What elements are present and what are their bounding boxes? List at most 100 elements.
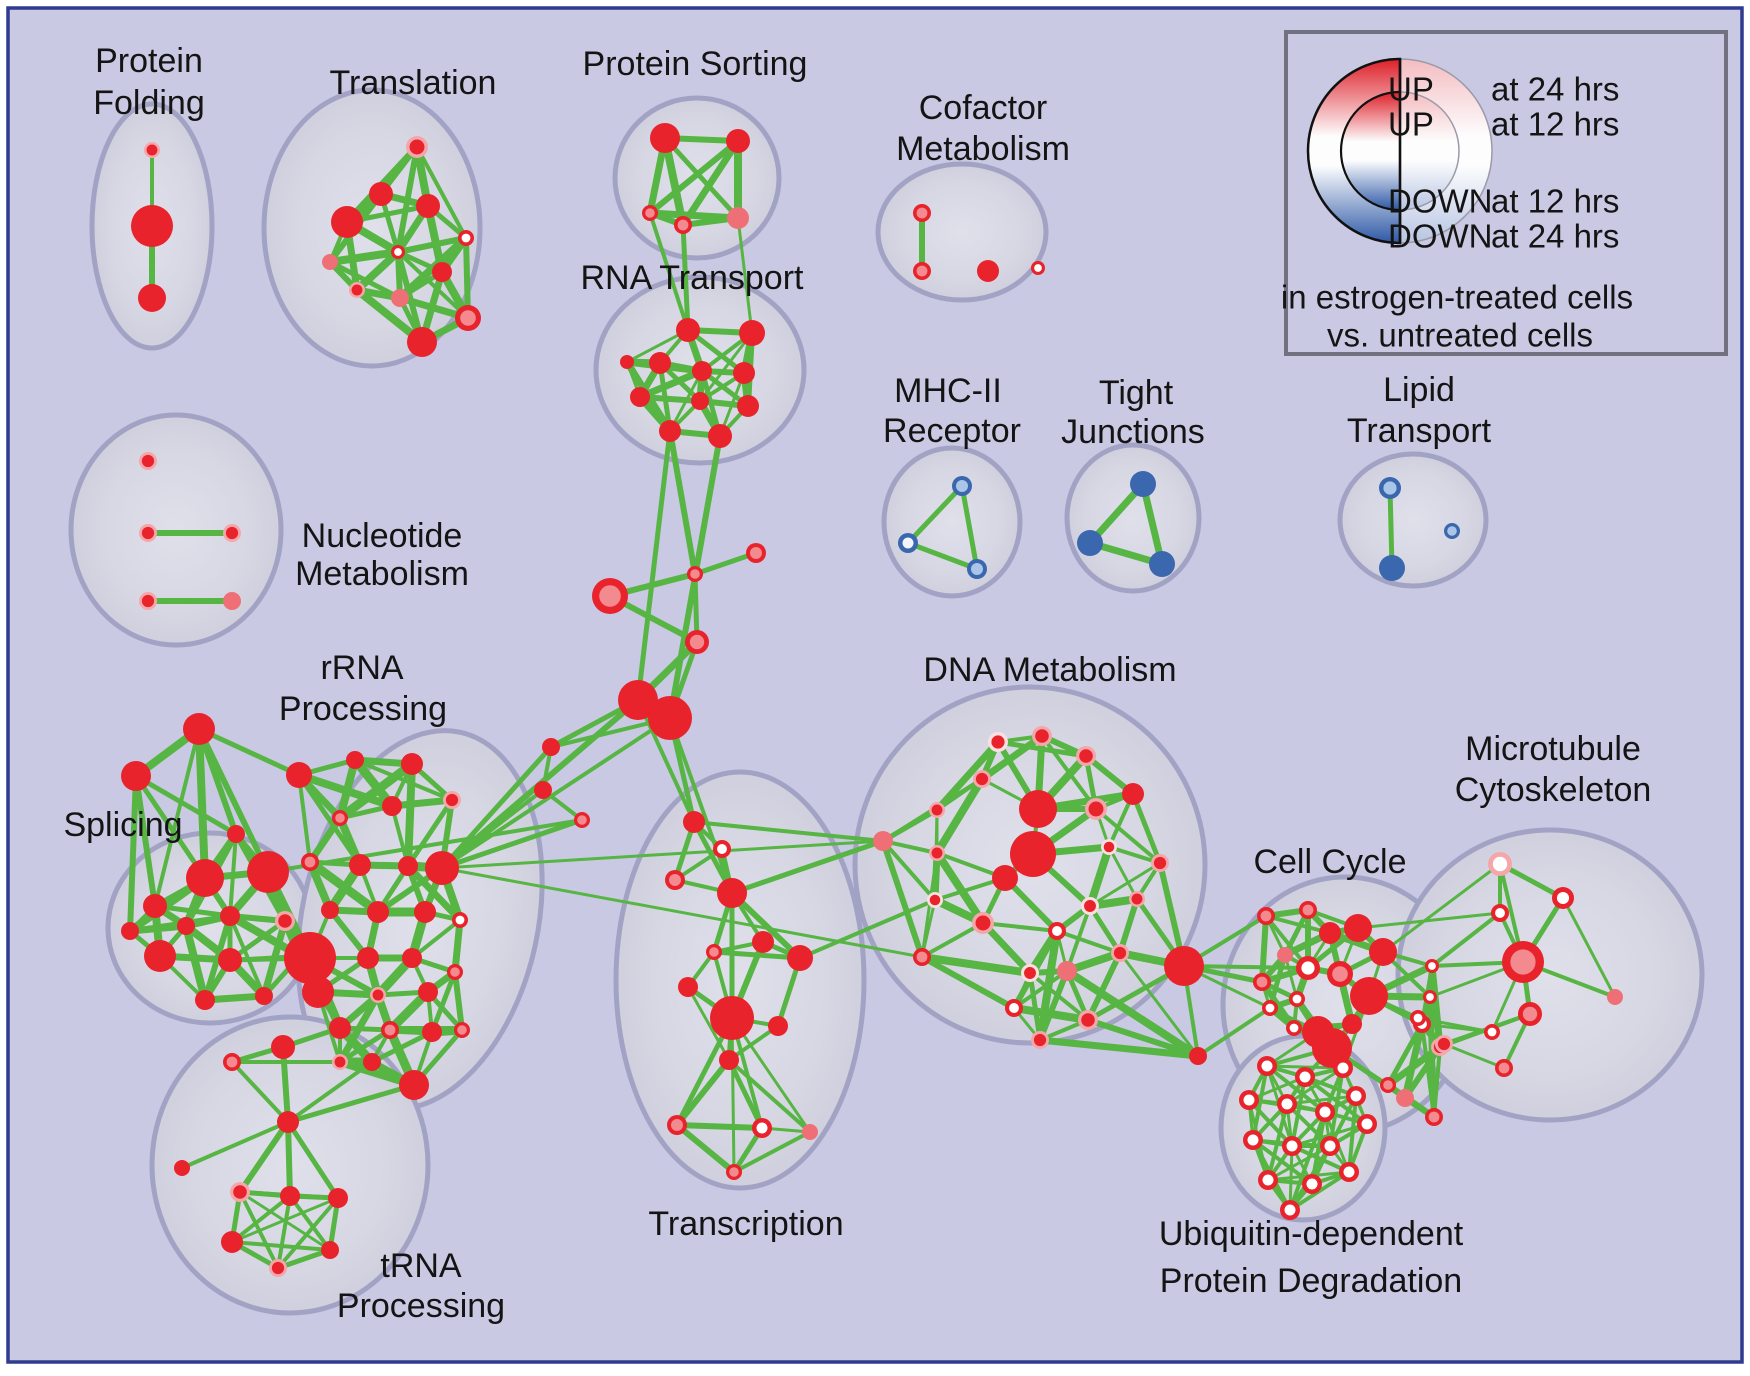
node-protein_sorting-1[interactable] — [726, 129, 750, 153]
node-dna-24[interactable] — [1078, 1010, 1098, 1030]
node-nucleotide-1[interactable] — [139, 524, 157, 542]
node-dna-5[interactable] — [873, 831, 893, 851]
node-rrna-16[interactable] — [357, 947, 379, 969]
node-splicing-4[interactable] — [247, 851, 289, 893]
node-rrna-19[interactable] — [418, 982, 438, 1002]
node-cellcycle-12[interactable] — [1286, 1020, 1302, 1036]
node-nucleotide-3[interactable] — [139, 592, 157, 610]
node-ubiquitin-10[interactable] — [1357, 1114, 1377, 1134]
node-rrna-20[interactable] — [447, 964, 463, 980]
node-chain-0[interactable] — [746, 543, 766, 563]
node-trna-3[interactable] — [174, 1160, 190, 1176]
node-rna_transport-7[interactable] — [737, 395, 759, 417]
node-microtubule-1[interactable] — [1552, 887, 1574, 909]
node-ubiquitin-3[interactable] — [1239, 1090, 1259, 1110]
node-cellcycle-21[interactable] — [1425, 1108, 1443, 1126]
node-protein_folding-0[interactable] — [144, 142, 160, 158]
node-ubiquitin-13[interactable] — [1339, 1162, 1359, 1182]
node-tight-2[interactable] — [1149, 551, 1175, 577]
node-cofactor-0[interactable] — [913, 204, 931, 222]
node-rna_transport-2[interactable] — [649, 352, 671, 374]
node-dna-14[interactable] — [927, 892, 943, 908]
node-rrna-24[interactable] — [454, 1022, 470, 1038]
node-lipid-0[interactable] — [1379, 477, 1401, 499]
node-rna_transport-1[interactable] — [739, 320, 765, 346]
node-rrna-4[interactable] — [382, 796, 402, 816]
node-dna-25[interactable] — [1031, 1031, 1049, 1049]
node-rrna-3[interactable] — [332, 810, 348, 826]
node-lipid-2[interactable] — [1444, 523, 1460, 539]
node-nucleotide-0[interactable] — [139, 452, 157, 470]
node-transcription-7[interactable] — [787, 945, 813, 971]
node-transcription-1[interactable] — [713, 840, 731, 858]
node-splicing-2[interactable] — [227, 825, 245, 843]
node-rna_transport-6[interactable] — [691, 392, 709, 410]
node-cellcycle-15[interactable] — [1342, 1014, 1362, 1034]
node-nucleotide-4[interactable] — [223, 592, 241, 610]
node-rna_transport-9[interactable] — [708, 424, 732, 448]
node-transcription-6[interactable] — [678, 977, 698, 997]
node-cellcycle-16[interactable] — [1425, 959, 1439, 973]
node-translation-1[interactable] — [331, 206, 363, 238]
node-trna-1[interactable] — [223, 1053, 241, 1071]
node-dna-7[interactable] — [1122, 783, 1144, 805]
node-splicing-6[interactable] — [177, 917, 195, 935]
node-transcription-11[interactable] — [667, 1115, 687, 1135]
node-nucleotide-2[interactable] — [223, 524, 241, 542]
node-dna-15[interactable] — [972, 912, 994, 934]
node-cellcycle-11[interactable] — [1262, 1000, 1278, 1016]
node-rrna-9[interactable] — [425, 851, 459, 885]
node-ubiquitin-2[interactable] — [1333, 1058, 1353, 1078]
node-transcription-4[interactable] — [752, 931, 774, 953]
node-protein_sorting-2[interactable] — [642, 205, 658, 221]
node-rrna-27[interactable] — [332, 1054, 348, 1070]
node-cofactor-1[interactable] — [913, 262, 931, 280]
node-cellcycle-0[interactable] — [1257, 907, 1275, 925]
node-trna-4[interactable] — [230, 1182, 250, 1202]
node-rrna-14[interactable] — [284, 932, 336, 984]
node-chain-5[interactable] — [648, 696, 692, 740]
node-cofactor-3[interactable] — [1031, 261, 1045, 275]
node-ubiquitin-11[interactable] — [1258, 1170, 1278, 1190]
node-rrna-23[interactable] — [422, 1022, 442, 1042]
node-rrna-21[interactable] — [329, 1017, 351, 1039]
node-chain-4[interactable] — [618, 680, 658, 720]
node-ubiquitin-14[interactable] — [1280, 1200, 1300, 1220]
node-cellcycle-6[interactable] — [1253, 973, 1271, 991]
node-tight-0[interactable] — [1130, 471, 1156, 497]
node-cellcycle-20[interactable] — [1396, 1089, 1414, 1107]
node-rrna-10[interactable] — [321, 901, 339, 919]
node-dna-9[interactable] — [1019, 790, 1057, 828]
node-ubiquitin-0[interactable] — [1257, 1056, 1277, 1076]
node-trna-8[interactable] — [321, 1241, 339, 1259]
node-microtubule-6[interactable] — [1410, 1010, 1426, 1026]
node-translation-4[interactable] — [391, 245, 405, 259]
node-rrna-7[interactable] — [349, 854, 371, 876]
node-cellcycle-4[interactable] — [1369, 938, 1397, 966]
node-translation-6[interactable] — [432, 262, 452, 282]
node-splicing-3[interactable] — [186, 859, 224, 897]
node-microtubule-7[interactable] — [1435, 1035, 1453, 1053]
node-ubiquitin-9[interactable] — [1320, 1136, 1340, 1156]
node-cellcycle-2[interactable] — [1319, 922, 1341, 944]
node-ubiquitin-8[interactable] — [1282, 1136, 1302, 1156]
node-rrna-11[interactable] — [367, 901, 389, 923]
node-splicing-7[interactable] — [220, 906, 240, 926]
node-translation-10[interactable] — [407, 327, 437, 357]
node-trna-0[interactable] — [277, 1111, 299, 1133]
node-rrna-22[interactable] — [381, 1021, 399, 1039]
node-microtubule-5[interactable] — [1607, 989, 1623, 1005]
node-rrna-2[interactable] — [401, 753, 423, 775]
node-trna-9[interactable] — [269, 1259, 287, 1277]
node-transcription-9[interactable] — [768, 1016, 788, 1036]
node-transcription-2[interactable] — [665, 870, 685, 890]
node-translation-8[interactable] — [391, 289, 409, 307]
node-microtubule-8[interactable] — [1484, 1024, 1500, 1040]
node-lipid-1[interactable] — [1379, 555, 1405, 581]
node-microtubule-9[interactable] — [1495, 1059, 1513, 1077]
node-translation-3[interactable] — [416, 194, 440, 218]
node-dna-26[interactable] — [1164, 946, 1204, 986]
node-dna-20[interactable] — [1057, 961, 1077, 981]
node-trna-6[interactable] — [328, 1188, 348, 1208]
node-translation-9[interactable] — [455, 305, 481, 331]
